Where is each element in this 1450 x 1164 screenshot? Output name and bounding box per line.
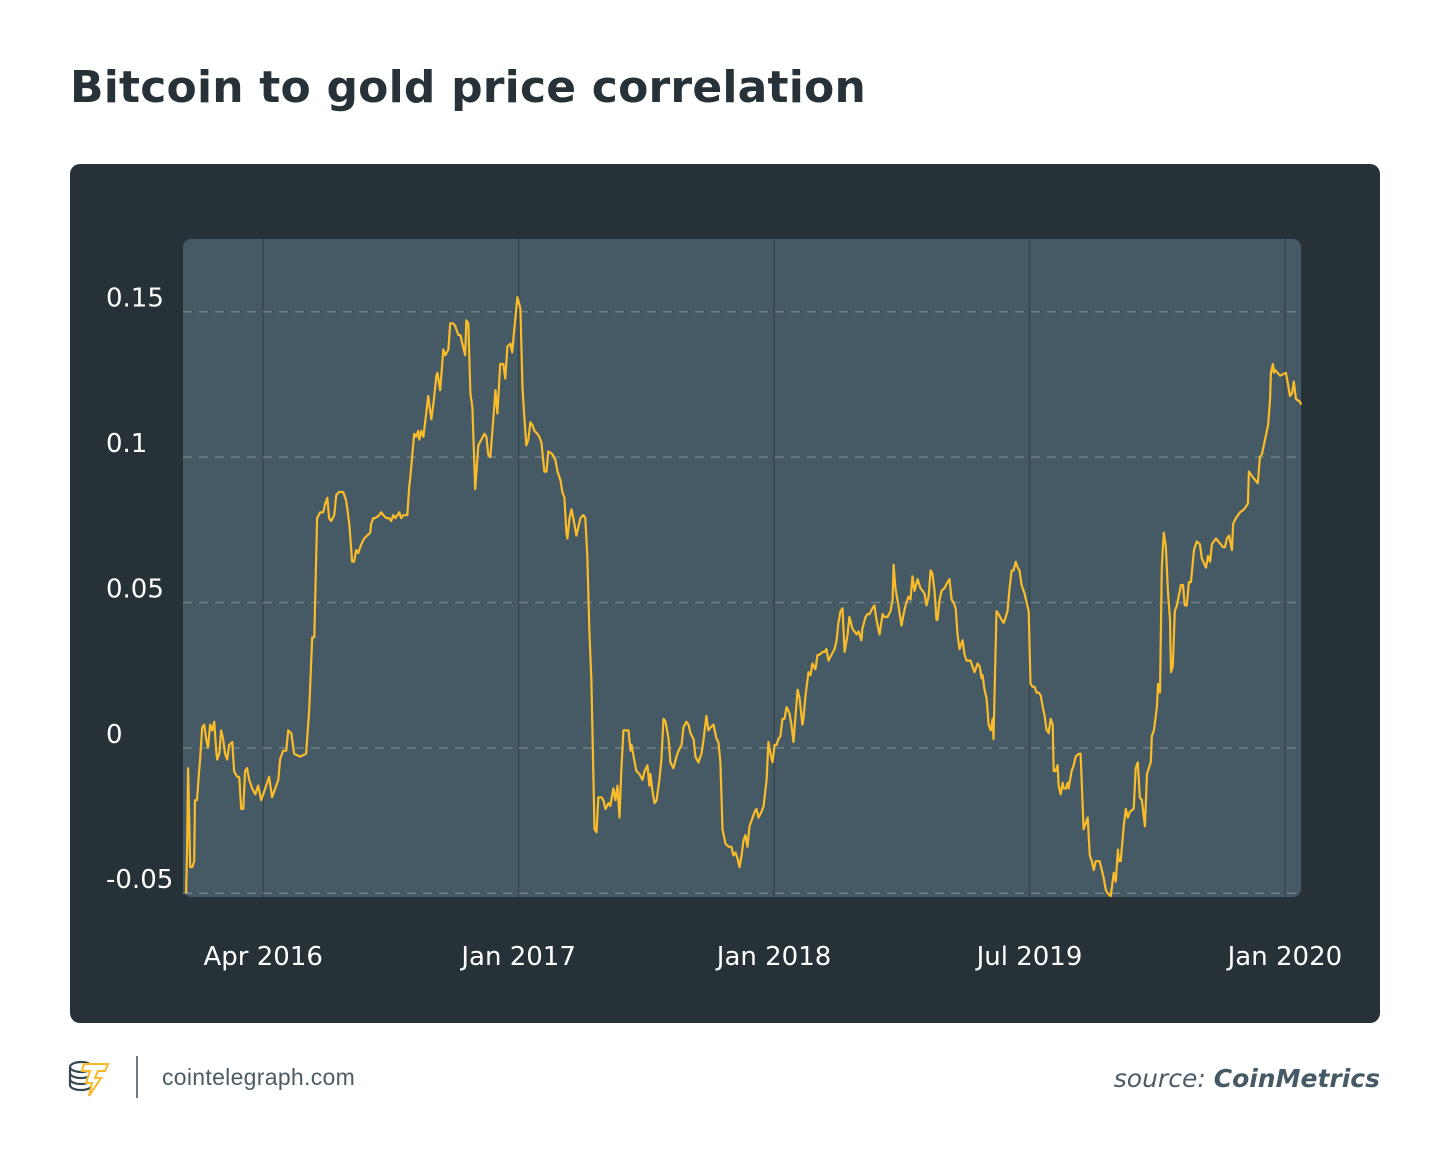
y-tick-label: 0.1 [106, 429, 147, 459]
site-link[interactable]: cointelegraph.com [162, 1063, 356, 1090]
y-tick-label: 0.05 [106, 574, 164, 604]
series-line [185, 296, 1303, 898]
chart-card: Apr 2016 Jan 2017 Jan 2018 Jul 2019 Jan 2020… [70, 164, 1380, 1023]
x-tick-label: Jan 2018 [715, 942, 832, 972]
line-chart: Apr 2016 Jan 2017 Jan 2018 Jul 2019 Jan 2020… [106, 239, 1343, 972]
footer-brand: cointelegraph.com [66, 1052, 355, 1102]
x-tick-label: Jul 2019 [975, 942, 1083, 972]
plot-area [183, 239, 1301, 897]
y-tick-label: 0 [106, 720, 123, 750]
x-tick-label: Jan 2017 [459, 942, 576, 972]
x-tick-label: Apr 2016 [203, 942, 322, 972]
source-label: source: [1113, 1064, 1206, 1093]
source-name: CoinMetrics [1213, 1064, 1380, 1093]
y-tick-label: -0.05 [106, 865, 173, 895]
source-credit: source: CoinMetrics [1114, 1064, 1380, 1093]
x-tick-label: Jan 2020 [1226, 942, 1343, 972]
cointelegraph-logo-icon [68, 1060, 110, 1097]
footer-divider [136, 1056, 138, 1098]
y-tick-label: 0.15 [106, 284, 164, 314]
chart-title: Bitcoin to gold price correlation [70, 62, 867, 113]
